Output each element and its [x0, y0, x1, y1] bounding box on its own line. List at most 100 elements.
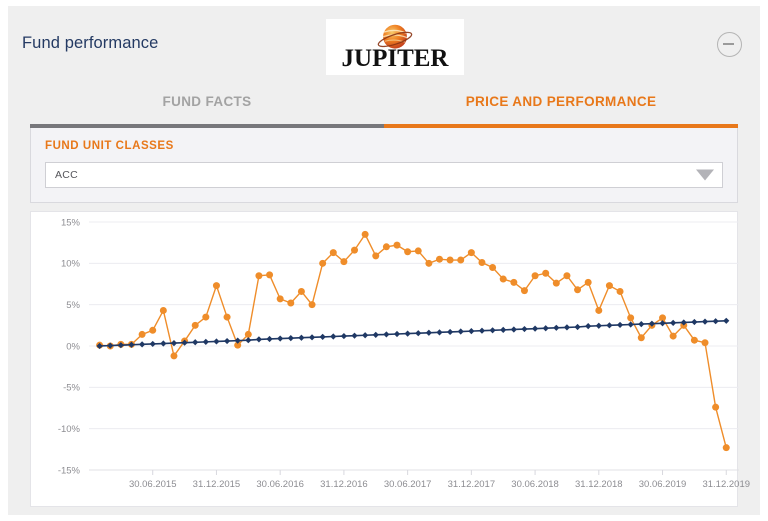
- data-point-fund: [308, 301, 316, 309]
- data-point-benchmark: [542, 325, 549, 332]
- fund-unit-class-select[interactable]: ACC: [45, 162, 723, 188]
- fund-unit-classes-panel: FUND UNIT CLASSES ACC: [30, 128, 738, 203]
- x-axis-tick-label: 30.06.2019: [639, 479, 687, 490]
- data-point-benchmark: [170, 340, 178, 347]
- data-point-benchmark: [436, 329, 443, 336]
- data-point-fund: [595, 306, 603, 314]
- data-point-fund: [627, 314, 635, 322]
- data-point-benchmark: [425, 329, 432, 336]
- data-point-benchmark: [415, 330, 422, 337]
- data-point-fund: [414, 247, 422, 255]
- data-point-benchmark: [287, 335, 294, 342]
- performance-chart-card: 15% 10% 5% 0% -5% -10% -15% 30.06.2015 31.12.201…: [30, 211, 750, 507]
- data-point-fund: [722, 444, 730, 452]
- x-axis-tick-label: 31.12.2016: [320, 479, 368, 490]
- jupiter-logo-text: JUPITER: [341, 45, 449, 72]
- data-point-benchmark: [521, 325, 528, 333]
- data-point-fund: [574, 286, 582, 294]
- data-point-fund: [701, 339, 709, 347]
- y-axis-tick-label: -5%: [63, 383, 80, 394]
- data-point-fund: [457, 256, 465, 264]
- data-point-fund: [712, 403, 720, 411]
- data-point-fund: [244, 330, 252, 338]
- performance-chart: 15% 10% 5% 0% -5% -10% -15% 30.06.2015 31.12.201…: [58, 217, 750, 490]
- data-point-fund: [669, 332, 677, 340]
- data-point-benchmark: [245, 337, 252, 344]
- data-point-benchmark: [192, 339, 199, 346]
- data-point-fund: [510, 278, 518, 286]
- data-point-fund: [202, 313, 210, 321]
- data-point-fund: [531, 272, 539, 280]
- data-point-fund: [605, 282, 613, 290]
- data-point-benchmark: [606, 322, 613, 329]
- data-point-benchmark: [308, 334, 316, 341]
- data-point-benchmark: [351, 332, 358, 339]
- jupiter-planet-icon: [377, 24, 413, 49]
- x-axis-tick-label: 31.12.2019: [702, 479, 750, 490]
- data-point-fund: [499, 275, 507, 283]
- data-point-fund: [382, 243, 390, 251]
- data-point-benchmark: [181, 339, 188, 346]
- data-point-fund: [393, 241, 401, 249]
- y-axis-tick-label: 5%: [66, 300, 80, 311]
- data-point-benchmark: [531, 325, 539, 332]
- x-axis-tick-label: 30.06.2016: [256, 479, 304, 490]
- data-point-fund: [276, 295, 284, 303]
- data-point-fund: [159, 306, 167, 314]
- data-point-benchmark: [223, 337, 231, 345]
- data-point-fund: [404, 248, 412, 256]
- data-point-fund: [467, 249, 475, 257]
- tab-fund-facts-underline: [30, 124, 384, 128]
- data-point-benchmark: [340, 332, 347, 340]
- data-point-benchmark: [500, 326, 507, 333]
- data-point-fund: [329, 249, 337, 257]
- data-point-fund: [234, 341, 242, 349]
- tab-fund-facts-label: FUND FACTS: [162, 94, 252, 109]
- tab-price-and-performance[interactable]: PRICE AND PERFORMANCE: [384, 88, 738, 128]
- data-point-benchmark: [149, 340, 156, 348]
- data-point-fund: [446, 256, 454, 264]
- page-title: Fund performance: [22, 34, 159, 52]
- data-point-fund: [435, 255, 443, 263]
- data-point-benchmark: [638, 320, 645, 328]
- data-point-benchmark: [712, 318, 719, 325]
- data-point-fund: [542, 269, 550, 277]
- data-point-benchmark: [723, 317, 730, 324]
- data-point-benchmark: [510, 326, 517, 333]
- data-point-benchmark: [670, 319, 677, 326]
- data-point-fund: [340, 258, 348, 266]
- chevron-down-icon[interactable]: [696, 169, 714, 181]
- data-point-benchmark: [691, 318, 698, 326]
- data-point-benchmark: [362, 332, 369, 339]
- fund-unit-classes-label: FUND UNIT CLASSES: [45, 140, 174, 152]
- data-point-benchmark: [489, 327, 496, 334]
- data-point-benchmark: [255, 336, 263, 343]
- data-point-fund: [287, 299, 295, 307]
- data-point-fund: [520, 287, 528, 295]
- data-point-fund: [319, 259, 327, 267]
- data-point-fund: [616, 287, 624, 295]
- panel-header: Fund performance JUPITER: [8, 6, 760, 88]
- data-point-fund: [212, 282, 220, 290]
- data-point-fund: [584, 278, 592, 286]
- data-point-fund: [637, 334, 645, 342]
- y-axis-tick-label: -15%: [58, 465, 81, 476]
- x-axis-tick-label: 31.12.2017: [448, 479, 496, 490]
- data-point-fund: [138, 330, 146, 338]
- data-point-fund: [372, 252, 380, 260]
- y-axis-tick-label: -10%: [58, 424, 81, 435]
- data-point-benchmark: [553, 324, 560, 331]
- data-point-benchmark: [383, 331, 390, 338]
- tab-fund-facts[interactable]: FUND FACTS: [30, 88, 384, 128]
- minus-circle-icon[interactable]: [717, 32, 742, 57]
- data-point-benchmark: [563, 324, 571, 331]
- data-point-benchmark: [277, 335, 284, 342]
- data-point-fund: [659, 314, 667, 322]
- data-point-fund: [552, 279, 560, 287]
- data-point-fund: [266, 271, 274, 279]
- y-axis-tick-label: 0%: [66, 341, 80, 352]
- data-point-benchmark: [457, 328, 464, 335]
- data-point-fund: [170, 352, 178, 360]
- data-point-benchmark: [404, 330, 411, 337]
